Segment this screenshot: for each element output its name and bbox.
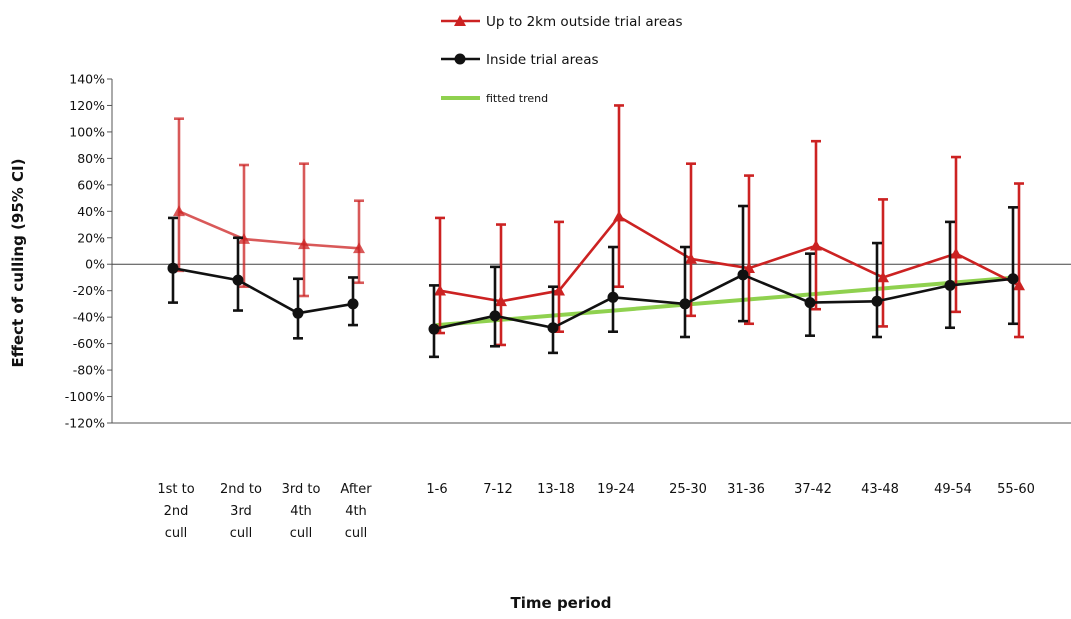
y-tick-label: -40% [73,310,105,325]
x-tick-label: 25-30 [669,482,707,497]
inside-point [547,322,559,334]
inside-series-layer [167,204,1019,359]
x-tick-label: 2nd to 3rd cull [220,482,262,541]
inside-point [804,297,816,309]
legend-trend-label: fitted trend [486,92,548,105]
outside-point [1013,279,1025,291]
y-tick-label: 20% [77,230,105,245]
outside-point [173,205,185,217]
y-tick-label: -60% [73,336,105,351]
y-tick-label: -80% [73,363,105,378]
x-tick-label: 19-24 [597,482,635,497]
y-tick-label: 60% [77,177,105,192]
y-tick-label: 120% [69,98,105,113]
y-tick-label: 0% [85,257,105,272]
outside-point [553,284,565,296]
fitted-trend-line [435,275,1018,328]
inside-point [347,298,359,310]
inside-point [232,274,244,286]
x-tick-label: 13-18 [537,482,575,497]
inside-series-line [172,266,354,315]
legend-inside-marker [454,53,466,65]
inside-series-line [433,273,1014,331]
legend: Up to 2km outside trial areas Inside tria… [441,14,683,105]
outside-point [950,247,962,259]
outside-point [238,233,250,244]
outside-point [298,238,310,250]
outside-series-line [439,215,1020,303]
inside-point [1007,273,1019,285]
y-tick-label: -100% [65,389,105,404]
x-axis-title: Time period [511,594,612,612]
inside-point [607,291,619,303]
outside-point [613,210,625,222]
outside-point [434,284,446,296]
x-tick-label: 3rd to 4th cull [282,482,321,541]
legend-inside-label: Inside trial areas [486,52,599,68]
x-tick-label: 7-12 [483,482,513,497]
y-axis-title: Effect of culling (95% CI) [9,159,27,368]
outside-point [353,242,365,254]
trend-layer [435,275,1018,328]
axes: 140% 120% 100% 80% 60% 40% 20% 0% -20% -40% -60% -8… [65,72,1071,541]
y-tick-label: 100% [69,124,105,139]
x-tick-label: 1-6 [426,482,447,497]
x-tick-label: 37-42 [794,482,832,497]
x-tick-label: 55-60 [997,482,1035,497]
y-tick-label: -120% [65,416,105,431]
inside-point [428,323,440,335]
inside-point [944,279,956,291]
inside-point [737,269,749,281]
legend-outside-label: Up to 2km outside trial areas [486,14,683,30]
legend-outside-marker [454,15,466,26]
x-tick-label: 49-54 [934,482,972,497]
y-tick-label: 140% [69,72,105,87]
outside-point [685,252,697,264]
x-tick-label: 1st to 2nd cull [157,482,194,541]
inside-point [679,298,691,310]
x-tick-label: After 4th cull [340,482,372,541]
x-tick-label: 43-48 [861,482,899,497]
outside-point [877,271,889,283]
inside-point [871,295,883,307]
y-tick-label: 80% [77,151,105,166]
inside-point [292,307,304,319]
outside-point [810,239,822,251]
outside-point [495,295,507,307]
inside-point [489,310,501,322]
outside-series-line [178,210,360,250]
x-tick-label: 31-36 [727,482,765,497]
inside-point [167,262,179,274]
y-tick-label: 40% [77,204,105,219]
y-tick-label: -20% [73,283,105,298]
